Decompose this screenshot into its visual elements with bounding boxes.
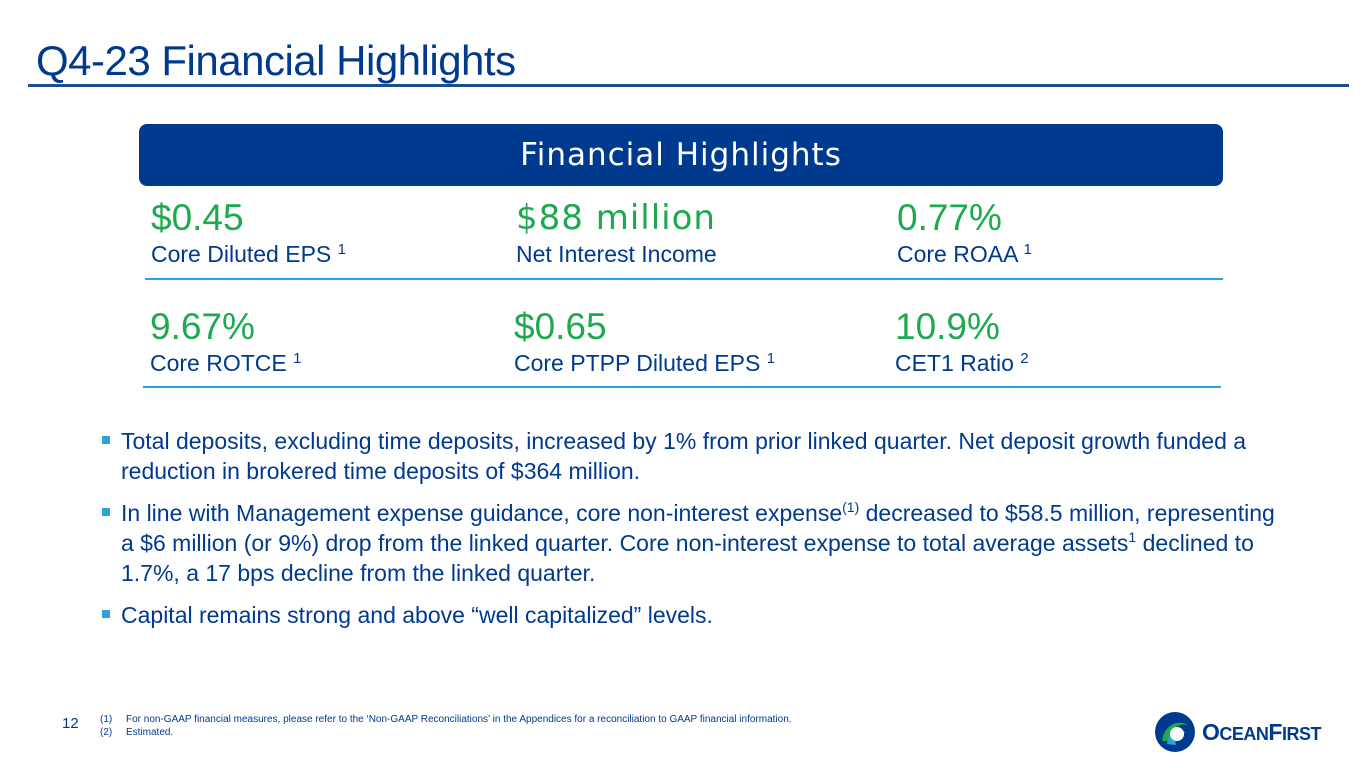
metric-core-diluted-eps: $0.45 Core Diluted EPS 1 — [151, 198, 346, 268]
bullet-marker-icon — [102, 610, 110, 618]
metric-value: 10.9% — [895, 306, 1000, 347]
footnote-ref: 2 — [1020, 350, 1029, 367]
metric-value: $88 million — [516, 198, 716, 238]
metric-value: 9.67% — [150, 306, 255, 347]
page-title: Q4-23 Financial Highlights — [36, 37, 516, 84]
footnote: (1) For non-GAAP financial measures, plea… — [100, 714, 792, 725]
metric-value: 0.77% — [897, 197, 1002, 238]
bullet-list: Total deposits, excluding time deposits,… — [100, 426, 1280, 642]
bullet-capital: Capital remains strong and above “well c… — [100, 600, 1280, 630]
metric-label: Core ROTCE 1 — [150, 350, 302, 376]
footnote: (2) Estimated. — [100, 727, 174, 738]
footnotes: (1) For non-GAAP financial measures, plea… — [100, 713, 792, 739]
metric-label: CET1 Ratio 2 — [895, 350, 1029, 376]
bullet-expense: In line with Management expense guidance… — [100, 498, 1280, 588]
footnote-ref: 1 — [293, 350, 302, 367]
oceanfirst-logo: OCEANFIRST — [1154, 710, 1321, 754]
logo-wordmark: OCEANFIRST — [1202, 718, 1321, 745]
footnote-ref: 1 — [1128, 529, 1137, 545]
metric-value: $0.65 — [514, 306, 607, 347]
metric-label: Core PTPP Diluted EPS 1 — [514, 350, 776, 376]
bullet-marker-icon — [102, 436, 110, 444]
metric-cet1-ratio: 10.9% CET1 Ratio 2 — [895, 307, 1029, 377]
metric-value: $0.45 — [151, 197, 244, 238]
metric-core-rotce: 9.67% Core ROTCE 1 — [150, 307, 301, 377]
title-divider — [28, 84, 1349, 87]
row-divider — [143, 386, 1221, 388]
metric-label: Net Interest Income — [516, 241, 717, 267]
bullet-deposits: Total deposits, excluding time deposits,… — [100, 426, 1280, 486]
metric-label: Core ROAA 1 — [897, 241, 1032, 267]
metric-core-ptpp-diluted-eps: $0.65 Core PTPP Diluted EPS 1 — [514, 307, 775, 377]
footnote-ref: (1) — [842, 499, 860, 515]
highlights-banner: Financial Highlights — [139, 124, 1223, 186]
footnote-ref: 1 — [1023, 241, 1032, 258]
metric-core-roaa: 0.77% Core ROAA 1 — [897, 198, 1032, 268]
banner-label: Financial Highlights — [520, 137, 842, 173]
page-number: 12 — [62, 715, 79, 732]
footnote-ref: 1 — [766, 350, 776, 367]
wave-logo-icon — [1155, 712, 1195, 752]
metric-label: Core Diluted EPS 1 — [151, 241, 346, 267]
row-divider — [145, 278, 1223, 280]
bullet-marker-icon — [102, 508, 110, 516]
metric-net-interest-income: $88 million Net Interest Income — [516, 198, 717, 268]
footnote-ref: 1 — [337, 241, 346, 258]
